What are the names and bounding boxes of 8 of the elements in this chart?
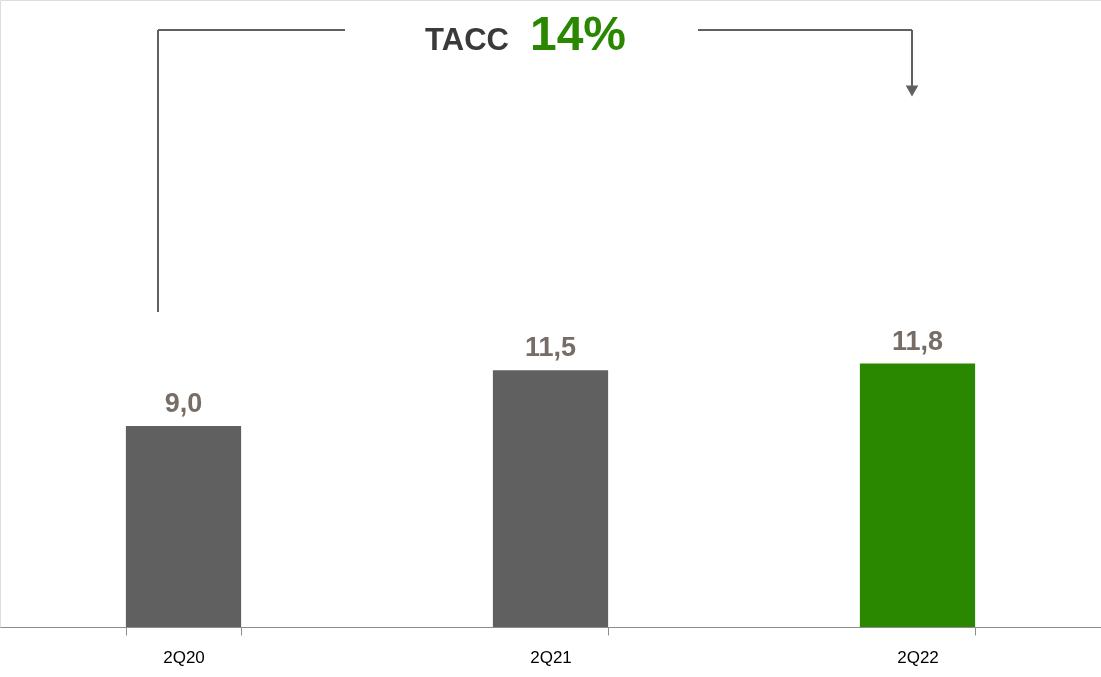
- x-tick-label: 2Q22: [897, 647, 939, 667]
- data-label: 9,0: [164, 388, 203, 419]
- data-label: 11,5: [524, 332, 577, 363]
- x-tick-label: 2Q21: [530, 647, 572, 667]
- x-tick-label: 2Q20: [163, 647, 205, 667]
- data-label: 11,8: [891, 325, 944, 356]
- text: 14%: [529, 7, 627, 60]
- text: TACC: [425, 22, 509, 57]
